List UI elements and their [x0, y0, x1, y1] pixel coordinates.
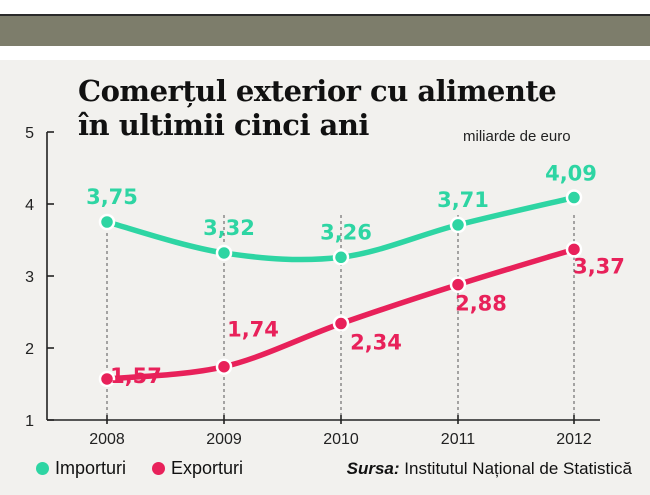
x-tick-label: 2011: [441, 431, 476, 448]
data-point-importuri: [332, 249, 350, 266]
data-point-exporturi: [215, 358, 233, 375]
legend-importuri: Importuri: [36, 458, 126, 479]
unit-label: miliarde de euro: [463, 128, 571, 145]
x-tick-label: 2010: [323, 431, 359, 448]
source-note: Sursa: Institutul Național de Statistică: [347, 459, 632, 479]
data-label-exporturi: 1,74: [227, 318, 279, 342]
top-divider: [0, 14, 650, 16]
data-label-importuri: 3,71: [437, 188, 489, 212]
data-point-exporturi: [98, 370, 116, 388]
data-point-importuri: [565, 189, 583, 206]
legend-dot-importuri: [36, 462, 49, 475]
x-tick-label: 2008: [89, 431, 125, 448]
data-label-importuri: 4,09: [545, 162, 597, 186]
legend-label-exporturi: Exporturi: [171, 458, 244, 478]
source-label: Sursa:: [346, 459, 400, 478]
data-point-exporturi: [332, 315, 350, 332]
data-label-exporturi: 3,37: [573, 254, 625, 278]
data-label-exporturi: 2,34: [350, 331, 402, 355]
data-point-importuri: [215, 244, 233, 262]
legend-exporturi: Exporturi: [152, 458, 243, 479]
y-tick-label: 5: [25, 125, 34, 142]
data-point-importuri: [98, 213, 116, 231]
y-tick-label: 4: [25, 197, 34, 214]
y-tick-label: 2: [25, 341, 34, 358]
chart-title-line-2: în ultimii cinci ani: [78, 108, 369, 142]
data-label-exporturi: 1,57: [110, 364, 162, 388]
data-label-importuri: 3,75: [86, 185, 138, 209]
legend-label-importuri: Importuri: [55, 458, 127, 478]
top-white-band: [0, 0, 650, 16]
x-tick-label: 2012: [556, 431, 592, 448]
data-point-exporturi: [449, 276, 467, 293]
chart-title: Comerțul exterior cu alimente: [78, 74, 557, 108]
header-gap: [0, 46, 650, 60]
data-label-importuri: 3,32: [203, 216, 255, 240]
header-band: [0, 16, 650, 46]
x-tick-label: 2009: [206, 431, 242, 448]
data-label-importuri: 3,26: [320, 220, 372, 244]
y-tick-label: 3: [25, 269, 34, 286]
legend-dot-exporturi: [152, 462, 165, 475]
data-label-exporturi: 2,88: [455, 292, 507, 316]
source-text: Institutul Național de Statistică: [404, 459, 632, 478]
data-point-importuri: [449, 216, 467, 234]
data-point-exporturi: [565, 241, 583, 258]
y-tick-label: 1: [25, 413, 34, 430]
